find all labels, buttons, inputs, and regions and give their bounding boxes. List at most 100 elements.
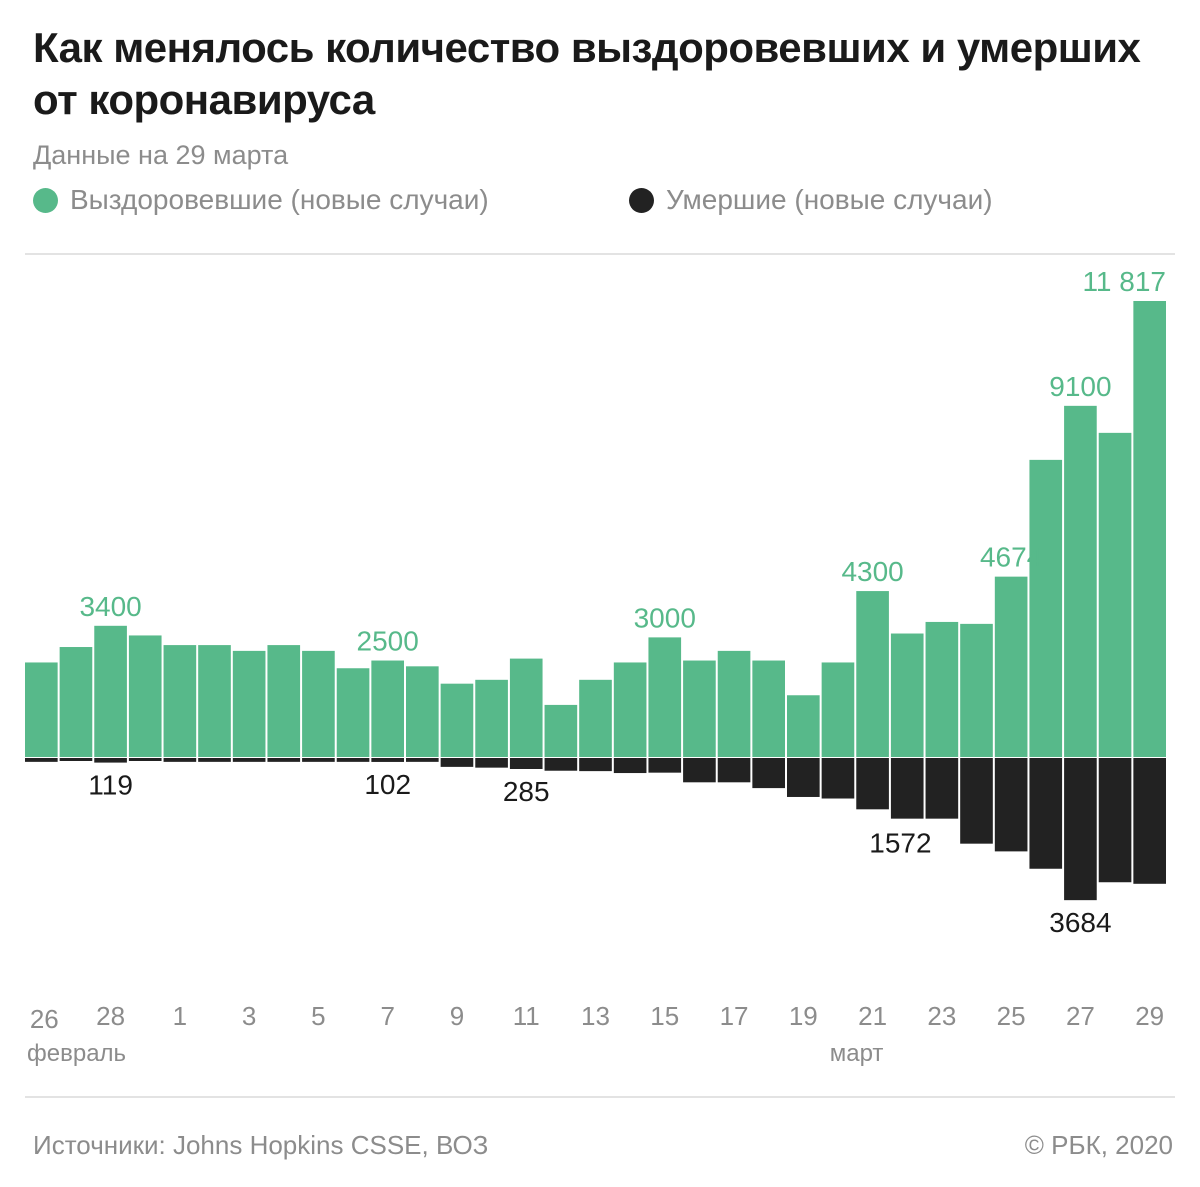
data-label: 285 (503, 776, 550, 807)
bar-recovered (509, 658, 543, 757)
legend-item-recovered: Выздоровевшие (новые случаи) (33, 184, 489, 216)
bar-recovered (336, 668, 370, 757)
chart-title: Как менялось количество выздоровевших и … (33, 24, 1141, 123)
bar-recovered (1064, 405, 1097, 757)
bar-deaths (475, 758, 508, 768)
bar-deaths (1133, 758, 1166, 884)
bar-recovered (1029, 459, 1063, 757)
x-tick-label: 1 (173, 1001, 187, 1031)
data-label: 1572 (869, 828, 931, 859)
bar-deaths (683, 758, 716, 783)
bar-deaths (890, 758, 924, 819)
x-tick-label: 23 (927, 1001, 956, 1031)
bar-recovered (1098, 432, 1132, 757)
bar-recovered (128, 635, 162, 757)
bar-deaths (1098, 758, 1132, 883)
legend-label-recovered: Выздоровевшие (новые случаи) (70, 184, 489, 215)
data-label: 11 817 (1082, 266, 1166, 297)
legend-dot-recovered-icon (33, 187, 58, 213)
bar-recovered (94, 625, 127, 757)
bar-deaths (371, 758, 404, 762)
x-tick-label: 17 (720, 1001, 749, 1031)
legend-item-deaths: Умершие (новые случаи) (629, 184, 993, 216)
bar-recovered (475, 679, 508, 757)
bar-recovered (371, 660, 404, 757)
x-tick-label: 11 (513, 1001, 540, 1031)
bar-deaths (1064, 758, 1097, 901)
x-tick-label: 25 (997, 1001, 1026, 1031)
legend-dot-deaths-icon (629, 187, 654, 213)
bar-recovered (821, 662, 855, 757)
bar-recovered (925, 621, 959, 757)
bar-recovered (232, 650, 266, 757)
bar-recovered (613, 662, 647, 757)
bar-deaths (128, 758, 162, 761)
bar-deaths (163, 758, 197, 762)
bar-recovered (25, 662, 58, 757)
x-tick-label: 3 (242, 1001, 256, 1031)
bar-deaths (302, 758, 335, 762)
bar-deaths (821, 758, 855, 799)
data-label: 102 (364, 769, 411, 800)
bar-deaths (267, 758, 301, 762)
bar-deaths (1029, 758, 1063, 869)
bar-recovered (267, 645, 301, 757)
chart-subtitle: Данные на 29 марта (33, 140, 289, 170)
bar-deaths (336, 758, 370, 762)
x-tick-label: 21 (858, 1001, 887, 1031)
copyright-note: © РБК, 2020 (1024, 1130, 1173, 1160)
bar-deaths (856, 758, 889, 810)
x-tick-label: 15 (650, 1001, 679, 1031)
bar-recovered (717, 650, 751, 757)
data-label: 4300 (841, 556, 903, 587)
bar-recovered (440, 683, 474, 757)
data-label: 119 (88, 770, 133, 801)
bar-deaths (613, 758, 647, 774)
x-tick-label: 28 (96, 1001, 125, 1031)
bar-deaths (752, 758, 785, 789)
bar-recovered (302, 650, 335, 757)
bottom-divider (25, 1096, 1175, 1098)
bar-recovered (1133, 301, 1166, 757)
data-label: 2500 (357, 626, 419, 657)
bar-deaths (960, 758, 993, 844)
legend-label-deaths: Умершие (новые случаи) (666, 184, 993, 215)
bar-deaths (232, 758, 266, 762)
data-label: 9100 (1049, 371, 1111, 402)
bar-recovered (994, 576, 1028, 757)
bar-recovered (890, 633, 924, 757)
bar-recovered (787, 695, 820, 757)
x-tick-label: 26 (30, 1004, 59, 1034)
legend: Выздоровевшие (новые случаи) Умершие (но… (33, 184, 1200, 224)
bar-deaths (544, 758, 578, 771)
bar-recovered (856, 591, 889, 757)
bar-deaths (787, 758, 820, 797)
bar-deaths (579, 758, 612, 772)
bar-deaths (25, 758, 58, 762)
data-label: 4674 (980, 542, 1042, 573)
bar-deaths (509, 758, 543, 769)
bar-recovered (163, 645, 197, 757)
bar-recovered (544, 704, 578, 757)
bar-deaths (59, 758, 93, 761)
x-tick-label: 29 (1135, 1001, 1164, 1031)
bar-recovered (752, 660, 785, 757)
bar-deaths (925, 758, 959, 819)
bar-deaths (648, 758, 682, 773)
bar-recovered (579, 679, 612, 757)
bar-deaths (406, 758, 439, 762)
x-tick-label: 5 (311, 1001, 325, 1031)
sources-note: Источники: Johns Hopkins CSSE, ВОЗ (33, 1130, 489, 1160)
x-tick-label: 7 (380, 1001, 394, 1031)
bar-deaths (94, 758, 127, 763)
x-tick-label: 9 (450, 1001, 464, 1031)
bar-recovered (406, 666, 439, 757)
bar-recovered (198, 645, 231, 757)
bar-deaths (198, 758, 231, 762)
bar-deaths (994, 758, 1028, 852)
x-tick-label: 13 (581, 1001, 610, 1031)
bar-deaths (717, 758, 751, 783)
x-tick-label: 19 (789, 1001, 818, 1031)
bar-deaths (440, 758, 474, 767)
